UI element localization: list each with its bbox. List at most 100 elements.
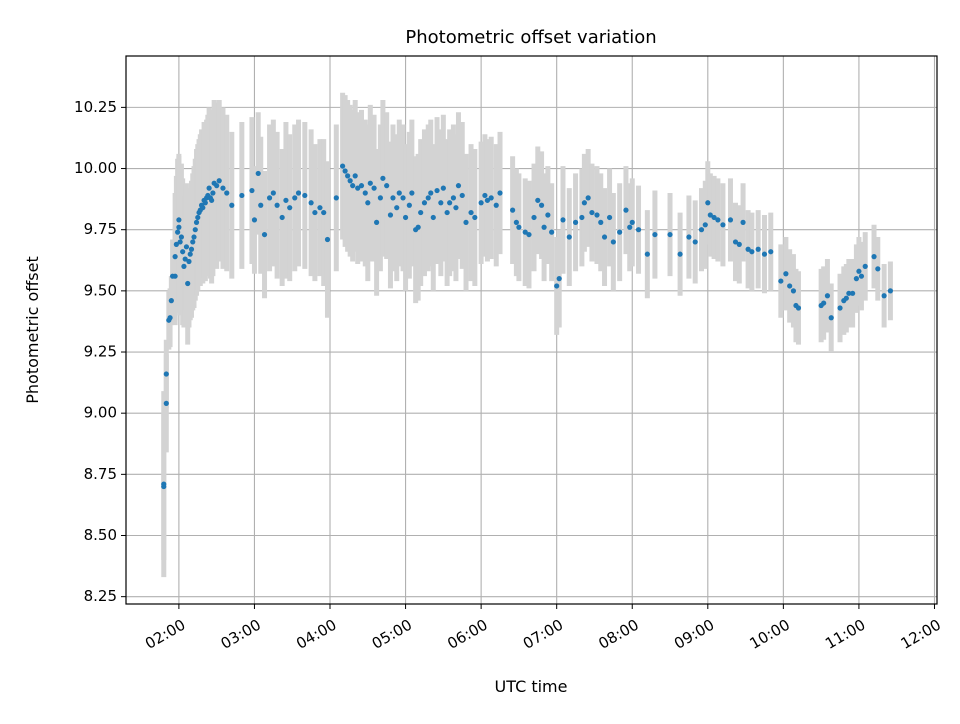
data-point — [711, 214, 717, 221]
data-point — [522, 229, 528, 235]
data-point — [727, 217, 734, 223]
data-point — [181, 263, 187, 269]
data-point — [402, 214, 409, 221]
data-point — [761, 251, 768, 257]
data-point — [450, 195, 457, 201]
data-point — [377, 195, 383, 201]
data-point — [387, 212, 394, 218]
data-point — [161, 483, 167, 490]
data-point — [572, 219, 579, 225]
data-point — [554, 283, 560, 289]
data-point — [686, 234, 692, 240]
data-point — [488, 195, 494, 201]
data-point — [875, 266, 881, 272]
data-point — [186, 258, 192, 265]
data-point — [579, 214, 585, 221]
data-point — [549, 229, 555, 235]
data-point — [415, 224, 421, 230]
chart-title: Photometric offset variation — [405, 27, 656, 48]
data-point — [266, 195, 273, 201]
data-point — [871, 254, 877, 260]
data-point — [355, 185, 361, 191]
data-point — [707, 212, 713, 218]
data-point — [261, 231, 268, 238]
data-point — [447, 200, 453, 206]
data-point — [358, 183, 365, 189]
data-point — [692, 239, 698, 245]
data-point — [317, 205, 323, 211]
data-point — [345, 173, 351, 179]
data-point — [418, 209, 424, 216]
data-point — [787, 283, 793, 289]
y-tick-label: 10.00 — [74, 159, 117, 177]
data-point — [425, 195, 431, 201]
data-point — [790, 288, 797, 294]
data-point — [191, 234, 197, 240]
data-point — [324, 236, 331, 243]
data-point — [396, 190, 402, 196]
data-point — [367, 180, 373, 186]
data-point — [566, 234, 572, 240]
data-point — [167, 315, 173, 321]
data-point — [224, 190, 230, 196]
data-point — [390, 195, 396, 201]
data-point — [384, 183, 390, 189]
data-point — [206, 185, 212, 191]
data-point — [598, 219, 604, 225]
data-point — [176, 224, 182, 230]
data-point — [270, 190, 276, 196]
data-point — [434, 187, 440, 194]
data-point — [380, 175, 386, 181]
data-point — [745, 246, 751, 252]
data-point — [468, 209, 474, 216]
data-point — [365, 200, 371, 206]
data-point — [497, 190, 503, 196]
data-point — [430, 214, 436, 221]
data-point — [617, 229, 623, 235]
data-point — [394, 205, 400, 211]
data-point — [302, 192, 308, 199]
data-point — [183, 244, 190, 250]
data-point — [472, 214, 478, 221]
data-point — [627, 224, 633, 230]
data-point — [526, 231, 532, 238]
data-point — [200, 205, 206, 211]
data-point — [478, 200, 484, 206]
data-point — [736, 241, 742, 247]
data-point — [702, 222, 708, 228]
data-point — [755, 246, 761, 252]
y-axis-label: Photometric offset — [23, 256, 42, 404]
data-point — [173, 241, 179, 247]
data-point — [258, 202, 264, 208]
data-point — [279, 214, 285, 221]
data-point — [881, 293, 887, 299]
data-point — [778, 278, 784, 284]
data-point — [606, 214, 613, 221]
data-point — [168, 298, 174, 304]
data-point — [295, 190, 302, 196]
data-point — [214, 183, 220, 189]
data-point — [210, 190, 216, 196]
y-tick-label: 10.25 — [74, 98, 117, 116]
data-point — [623, 207, 629, 213]
data-point — [444, 209, 450, 216]
data-point — [732, 239, 739, 245]
data-point — [312, 209, 318, 216]
y-tick-label: 9.00 — [84, 404, 117, 422]
data-point — [667, 231, 673, 238]
data-point — [406, 202, 412, 208]
data-point — [783, 271, 789, 277]
data-point — [824, 293, 831, 299]
data-point — [321, 209, 327, 216]
data-point — [400, 195, 406, 201]
data-point — [308, 200, 314, 206]
point-layer — [161, 163, 894, 490]
data-point — [176, 217, 182, 223]
data-point — [459, 192, 465, 199]
data-point — [510, 207, 516, 213]
data-point — [545, 212, 551, 218]
data-point — [352, 173, 358, 179]
